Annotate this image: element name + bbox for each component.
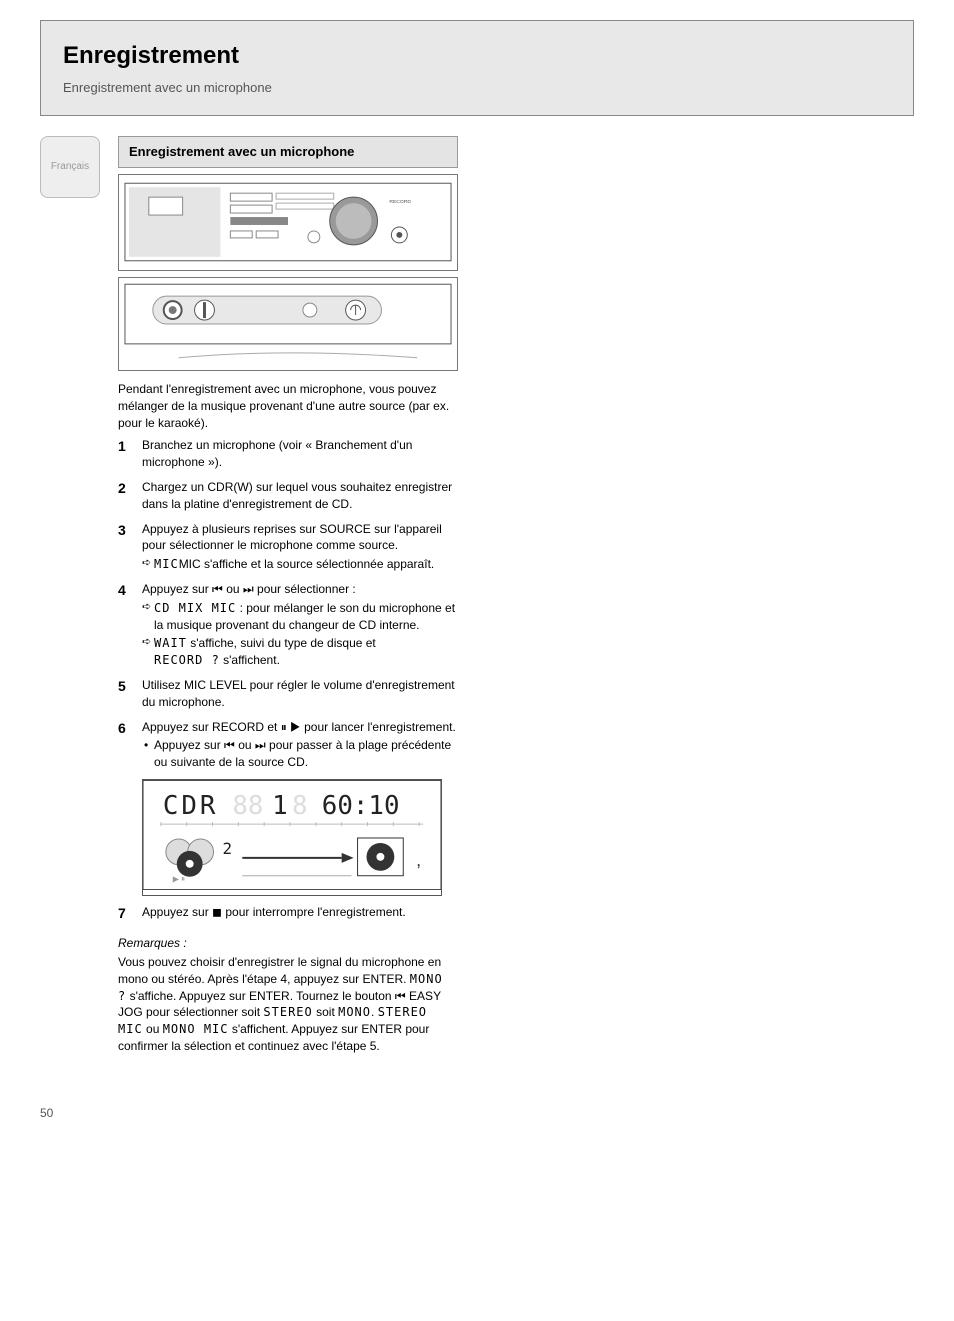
intro-text: Pendant l'enregistrement avec un microph… <box>118 381 458 431</box>
step-sub: MICMIC s'affiche et la source sélectionn… <box>142 554 458 573</box>
step-number: 5 <box>118 677 134 711</box>
step-bullet: Appuyez sur ⏮ ou ⏭ pour passer à la plag… <box>142 735 458 771</box>
pause-play-icon: ⏸ ▶ <box>281 720 301 734</box>
step-sub: WAIT s'affiche, suivi du type de disque … <box>142 633 458 669</box>
page-title: Enregistrement <box>63 39 891 73</box>
step-number: 6 <box>118 719 134 771</box>
step-5: 5 Utilisez MIC LEVEL pour régler le volu… <box>118 677 458 711</box>
lcd-track-number: 2 <box>222 839 232 858</box>
prev-icon: ⏮ <box>224 738 235 752</box>
illustration-front-panel: RECORD <box>118 174 458 271</box>
step-text: Appuyez sur ⏮ ou ⏭ pour sélectionner : C… <box>142 581 458 669</box>
step-number: 1 <box>118 437 134 471</box>
language-tab-label: Français <box>51 161 89 172</box>
page-subtitle: Enregistrement avec un microphone <box>63 79 891 97</box>
svg-text:60:10: 60:10 <box>322 791 400 821</box>
stop-icon: ◼ <box>212 905 222 919</box>
notes-title: Remarques : <box>118 935 458 952</box>
step-number: 3 <box>118 521 134 573</box>
prev-icon: ⏮ <box>212 582 223 596</box>
step-sub: CD MIX MIC : pour mélanger le son du mic… <box>142 598 458 634</box>
step-1: 1 Branchez un microphone (voir « Branche… <box>118 437 458 471</box>
step-number: 2 <box>118 479 134 513</box>
svg-text:8: 8 <box>292 791 308 821</box>
step-7: 7 Appuyez sur ◼ pour interrompre l'enreg… <box>118 904 458 924</box>
page-number: 50 <box>40 1106 53 1120</box>
svg-text:,: , <box>416 850 421 870</box>
svg-text:RECORD: RECORD <box>389 199 411 205</box>
svg-text:88: 88 <box>232 791 263 821</box>
step-text: Branchez un microphone (voir « Brancheme… <box>142 437 458 471</box>
step-text: Appuyez sur RECORD et ⏸ ▶ pour lancer l'… <box>142 719 458 771</box>
notes-block: Remarques : Vous pouvez choisir d'enregi… <box>118 935 458 1055</box>
step-number: 7 <box>118 904 134 924</box>
next-icon: ⏭ <box>255 738 266 752</box>
step-text: Appuyez à plusieurs reprises sur SOURCE … <box>142 521 458 573</box>
step-6: 6 Appuyez sur RECORD et ⏸ ▶ pour lancer … <box>118 719 458 771</box>
title-box: Enregistrement Enregistrement avec un mi… <box>40 20 914 116</box>
illustration-jack-panel <box>118 277 458 371</box>
section-header: Enregistrement avec un microphone <box>118 136 458 168</box>
step-4: 4 Appuyez sur ⏮ ou ⏭ pour sélectionner :… <box>118 581 458 669</box>
page-footer: 50 <box>40 1105 914 1122</box>
steps-list-cont: 7 Appuyez sur ◼ pour interrompre l'enreg… <box>118 904 458 924</box>
step-text: Chargez un CDR(W) sur lequel vous souhai… <box>142 479 458 513</box>
step-text: Utilisez MIC LEVEL pour régler le volume… <box>142 677 458 711</box>
language-tab: Français <box>40 136 100 198</box>
step-3: 3 Appuyez à plusieurs reprises sur SOURC… <box>118 521 458 573</box>
prev-icon: ⏮ <box>395 989 406 1003</box>
svg-text:1: 1 <box>272 791 288 821</box>
step-text: Appuyez sur ◼ pour interrompre l'enregis… <box>142 904 458 924</box>
notes-body: Vous pouvez choisir d'enregistrer le sig… <box>118 954 458 1055</box>
svg-text:▶ ⏸: ▶ ⏸ <box>173 875 185 884</box>
step-2: 2 Chargez un CDR(W) sur lequel vous souh… <box>118 479 458 513</box>
steps-list: 1 Branchez un microphone (voir « Branche… <box>118 437 458 771</box>
step-number: 4 <box>118 581 134 669</box>
content-column: Enregistrement avec un microphone <box>118 136 458 1055</box>
lcd-top-text: CDR <box>163 791 219 821</box>
illustration-lcd-panel: CDR 88 1 8 60:10 <box>142 779 442 896</box>
next-icon: ⏭ <box>243 582 254 596</box>
